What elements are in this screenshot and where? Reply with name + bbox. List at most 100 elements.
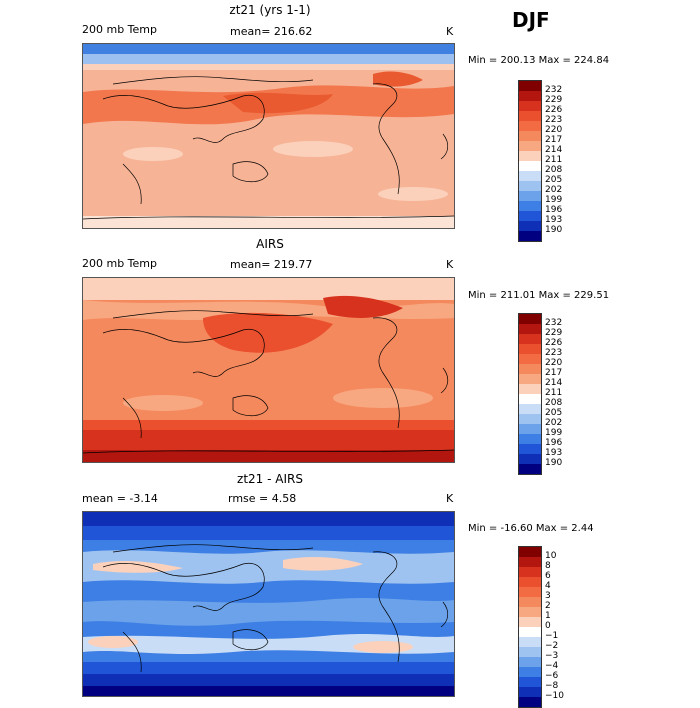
colorbar-swatch (519, 151, 541, 161)
panel-2-mean: mean= 219.77 (230, 258, 313, 271)
colorbar-swatch (519, 567, 541, 577)
colorbar-swatch (519, 81, 541, 91)
colorbar-tick-label: 232 (545, 85, 563, 95)
colorbar-swatch (519, 101, 541, 111)
colorbar-tick-label: −4 (545, 661, 559, 671)
colorbar-swatch (519, 464, 541, 474)
colorbar-swatch (519, 181, 541, 191)
panel-3-rmse: rmse = 4.58 (228, 492, 297, 505)
colorbar-tick-label: 4 (545, 581, 551, 591)
colorbar-tick-label: 190 (545, 225, 563, 235)
colorbar-swatch (519, 454, 541, 464)
colorbar-swatch (519, 364, 541, 374)
panel-2-map (82, 277, 455, 463)
panel-3-colorbar-labels: 10 8 6 4 3 2 1 0 −1 −2 −3 −4 −6 −8 −10 (545, 551, 564, 706)
panel-3-minmax: Min = -16.60 Max = 2.44 (468, 523, 594, 534)
colorbar-swatch (519, 324, 541, 334)
colorbar-tick-label: 199 (545, 428, 563, 438)
colorbar-swatch (519, 424, 541, 434)
colorbar-swatch (519, 141, 541, 151)
panel-2-colorbar-labels: 232 229 226 223 220 217 214 211 208 205 … (545, 318, 563, 473)
panel-1-left-label: 200 mb Temp (82, 23, 158, 36)
panel-3-mean: mean = -3.14 (82, 492, 158, 505)
colorbar-tick-label: 202 (545, 185, 563, 195)
panel-1-colorbar (518, 80, 542, 242)
panel-1-mean: mean= 216.62 (230, 25, 313, 38)
colorbar-swatch (519, 557, 541, 567)
colorbar-tick-label: 226 (545, 338, 563, 348)
colorbar-tick-label: 211 (545, 388, 563, 398)
colorbar-swatch (519, 171, 541, 181)
panel-1-colorbar-labels: 232 229 226 223 220 217 214 211 208 205 … (545, 85, 563, 240)
colorbar-tick-label: 193 (545, 215, 563, 225)
colorbar-tick-label: 220 (545, 358, 563, 368)
colorbar-swatch (519, 587, 541, 597)
colorbar-swatch (519, 627, 541, 637)
colorbar-swatch (519, 384, 541, 394)
colorbar-swatch (519, 161, 541, 171)
colorbar-tick-label: 220 (545, 125, 563, 135)
colorbar-tick-label: 214 (545, 378, 563, 388)
colorbar-tick-label: 196 (545, 438, 563, 448)
panel-1-title: zt21 (yrs 1-1) (229, 3, 311, 17)
colorbar-swatch (519, 344, 541, 354)
colorbar-tick-label: 6 (545, 571, 551, 581)
panel-2-map-graphic (83, 278, 454, 462)
colorbar-swatch (519, 637, 541, 647)
colorbar-swatch (519, 221, 541, 231)
colorbar-tick-label: 196 (545, 205, 563, 215)
colorbar-swatch (519, 201, 541, 211)
colorbar-tick-label: −10 (545, 691, 564, 701)
panel-3-units: K (446, 492, 454, 505)
panel-2-minmax: Min = 211.01 Max = 229.51 (468, 290, 610, 301)
colorbar-tick-label: 208 (545, 165, 563, 175)
colorbar-tick-label: 2 (545, 601, 551, 611)
colorbar-swatch (519, 597, 541, 607)
colorbar-tick-label: −1 (545, 631, 559, 641)
colorbar-tick-label: −8 (545, 681, 559, 691)
colorbar-swatch (519, 577, 541, 587)
colorbar-tick-label: 10 (545, 551, 557, 561)
colorbar-tick-label: 229 (545, 328, 563, 338)
colorbar-swatch (519, 434, 541, 444)
colorbar-tick-label: 193 (545, 448, 563, 458)
panel-1-minmax: Min = 200.13 Max = 224.84 (468, 55, 610, 66)
colorbar-swatch (519, 617, 541, 627)
colorbar-tick-label: 226 (545, 105, 563, 115)
colorbar-swatch (519, 607, 541, 617)
colorbar-tick-label: 217 (545, 135, 563, 145)
panel-2-colorbar (518, 313, 542, 475)
colorbar-tick-label: 205 (545, 175, 563, 185)
colorbar-swatch (519, 677, 541, 687)
colorbar-tick-label: 211 (545, 155, 563, 165)
colorbar-tick-label: 1 (545, 611, 551, 621)
panel-2-units: K (446, 258, 454, 271)
colorbar-swatch (519, 111, 541, 121)
colorbar-swatch (519, 394, 541, 404)
panel-2-left-label: 200 mb Temp (82, 257, 158, 270)
panel-3-map (82, 511, 455, 697)
colorbar-tick-label: 208 (545, 398, 563, 408)
colorbar-tick-label: −2 (545, 641, 559, 651)
colorbar-swatch (519, 697, 541, 707)
colorbar-tick-label: 223 (545, 115, 563, 125)
colorbar-tick-label: −6 (545, 671, 559, 681)
colorbar-swatch (519, 647, 541, 657)
colorbar-tick-label: −3 (545, 651, 559, 661)
panel-2-title: AIRS (256, 237, 284, 251)
colorbar-swatch (519, 211, 541, 221)
colorbar-tick-label: 3 (545, 591, 551, 601)
colorbar-tick-label: 0 (545, 621, 551, 631)
colorbar-swatch (519, 91, 541, 101)
colorbar-swatch (519, 687, 541, 697)
panel-1-map-graphic (83, 44, 454, 228)
panel-3-title: zt21 - AIRS (237, 472, 303, 486)
colorbar-tick-label: 205 (545, 408, 563, 418)
colorbar-swatch (519, 374, 541, 384)
colorbar-swatch (519, 314, 541, 324)
colorbar-swatch (519, 404, 541, 414)
season-label: DJF (512, 8, 550, 32)
colorbar-tick-label: 202 (545, 418, 563, 428)
colorbar-tick-label: 199 (545, 195, 563, 205)
colorbar-tick-label: 8 (545, 561, 551, 571)
